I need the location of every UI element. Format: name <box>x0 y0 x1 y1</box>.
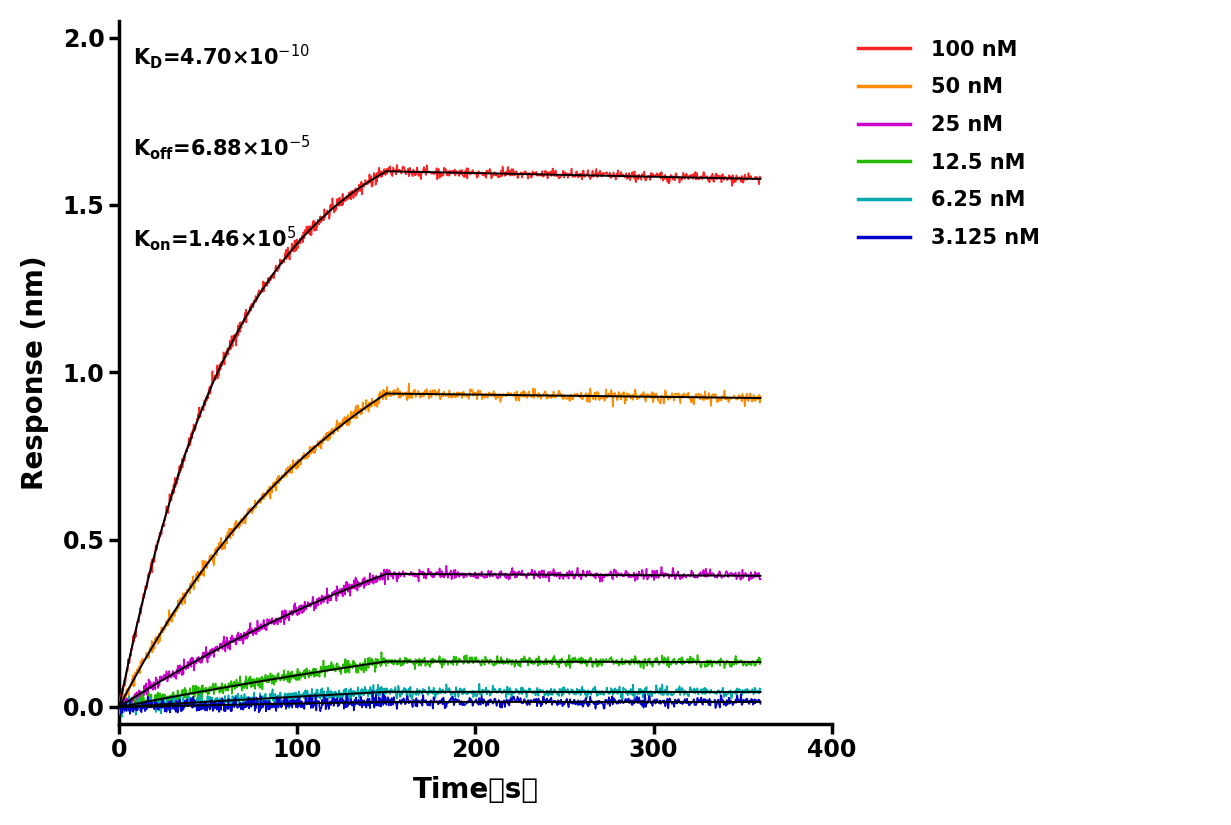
Text: $\mathregular{K_{on}}$=1.46×10$^{5}$: $\mathregular{K_{on}}$=1.46×10$^{5}$ <box>133 224 297 253</box>
Text: $\mathregular{K_D}$=4.70×10$^{-10}$: $\mathregular{K_D}$=4.70×10$^{-10}$ <box>133 42 310 71</box>
X-axis label: Time（s）: Time（s） <box>412 776 538 804</box>
Legend: 100 nM, 50 nM, 25 nM, 12.5 nM, 6.25 nM, 3.125 nM: 100 nM, 50 nM, 25 nM, 12.5 nM, 6.25 nM, … <box>849 31 1048 257</box>
Text: $\mathregular{K_{off}}$=6.88×10$^{-5}$: $\mathregular{K_{off}}$=6.88×10$^{-5}$ <box>133 134 310 162</box>
Y-axis label: Response (nm): Response (nm) <box>21 255 49 489</box>
